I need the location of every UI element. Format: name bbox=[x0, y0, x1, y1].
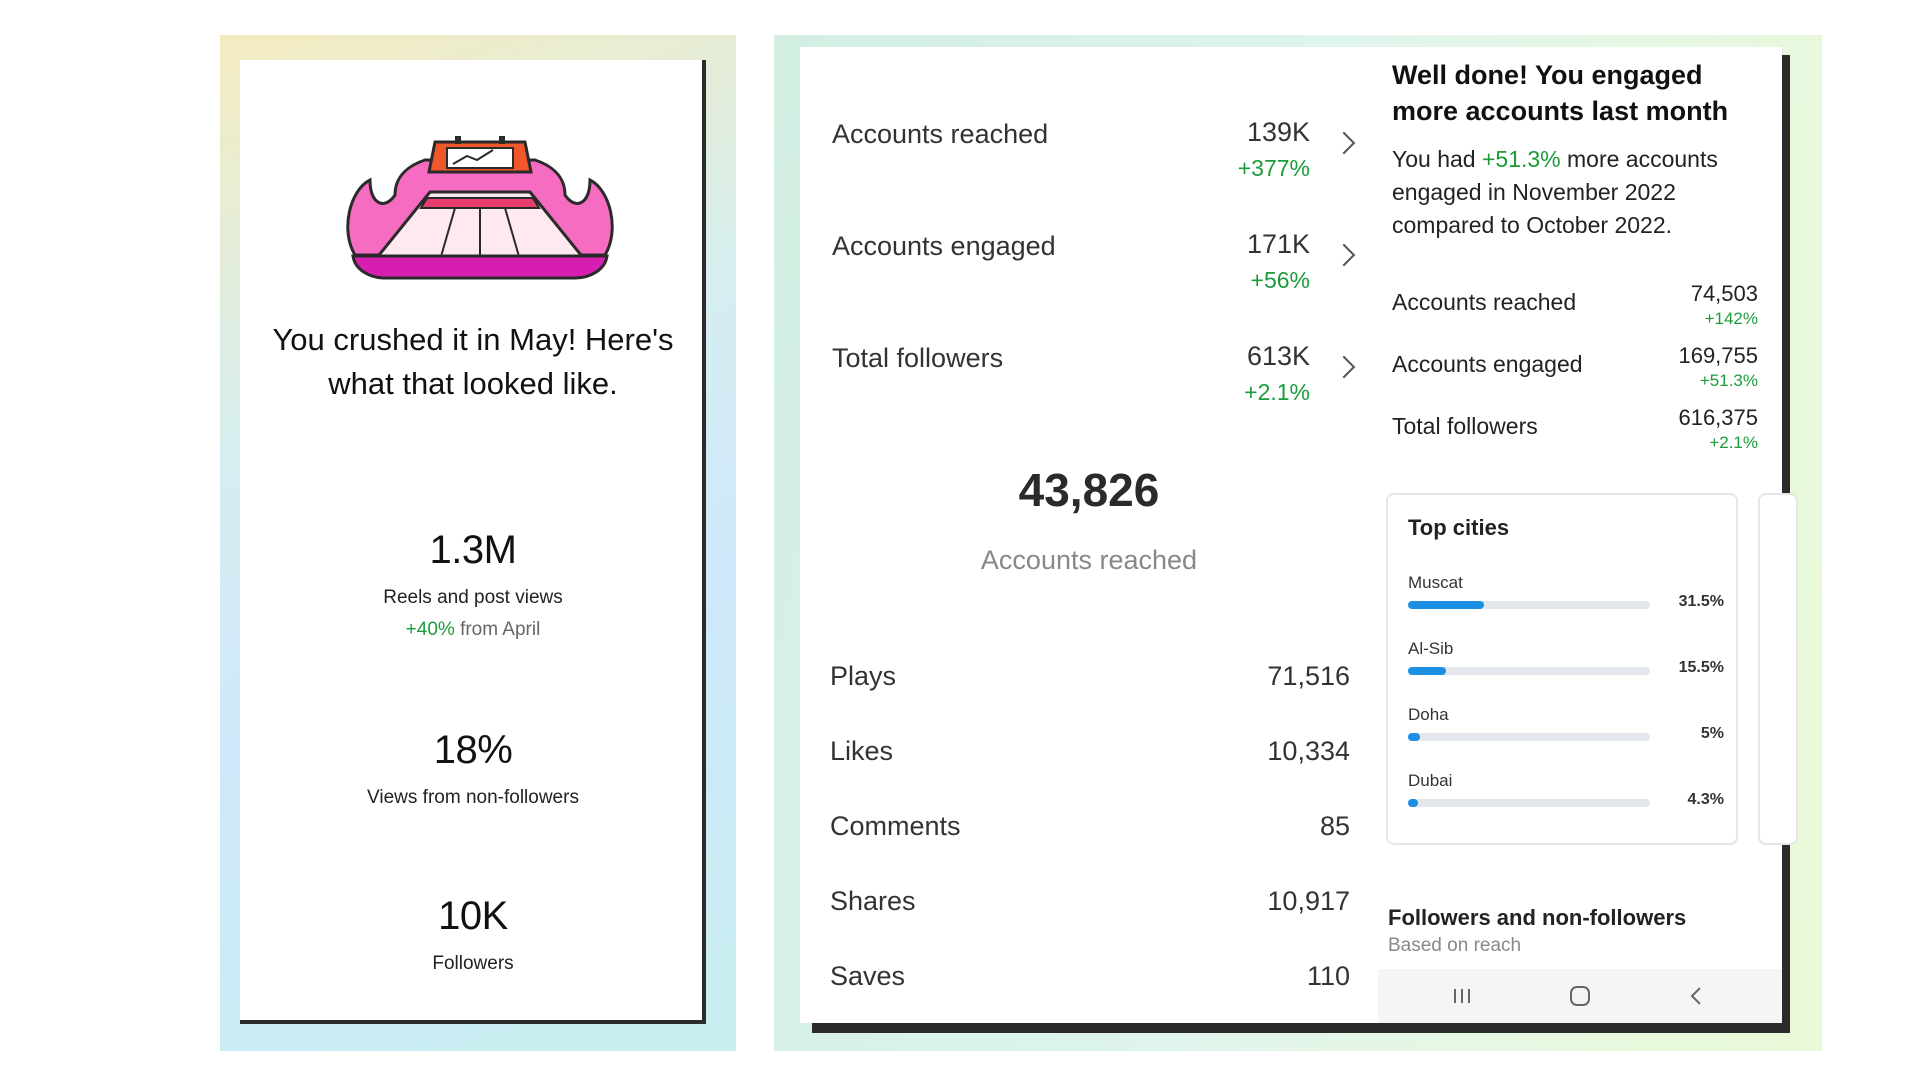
views-change: +40% from April bbox=[240, 619, 706, 641]
summary-row-followers: Total followers 616,375 +2.1% bbox=[1392, 401, 1758, 457]
city-bar-fill bbox=[1408, 733, 1421, 741]
summary-row-label: Accounts engaged bbox=[1392, 351, 1583, 377]
non-followers-label: Views from non-followers bbox=[367, 787, 579, 808]
summary-row-label: Total followers bbox=[1392, 413, 1538, 439]
overview-row-followers[interactable]: Total followers 613K +2.1% bbox=[832, 331, 1356, 421]
overview-row-reached[interactable]: Accounts reached 139K +377% bbox=[832, 107, 1356, 197]
city-pct: 4.3% bbox=[1687, 791, 1724, 808]
city-pct: 5% bbox=[1700, 725, 1724, 742]
followers-value: 10K bbox=[438, 894, 508, 938]
highlight-label: Accounts reached bbox=[980, 545, 1198, 575]
metric-label: Shares bbox=[830, 886, 916, 916]
summary-row-change: +142% bbox=[1704, 309, 1758, 328]
summary-row-value: 616,375 bbox=[1678, 405, 1758, 430]
summary-text: You had +51.3% more accounts engaged in … bbox=[1392, 143, 1772, 242]
recap-title: You crushed it in May! Here's what that … bbox=[272, 322, 674, 401]
views-change-pct: +40% bbox=[405, 619, 455, 640]
metric-value: 10,334 bbox=[1267, 736, 1350, 766]
followers-section-subtitle: Based on reach bbox=[1388, 935, 1522, 956]
followers-section-title: Followers and non-followers bbox=[1388, 905, 1687, 930]
overview-row-change: +377% bbox=[1237, 155, 1310, 181]
metric-label: Plays bbox=[830, 661, 897, 691]
recent-apps-icon[interactable] bbox=[1442, 981, 1482, 1011]
summary-row-label: Accounts reached bbox=[1392, 289, 1577, 315]
summary-row-reached: Accounts reached 74,503 +142% bbox=[1392, 277, 1758, 333]
metric-row-shares: Shares 10,917 bbox=[830, 886, 1350, 926]
city-bar-track bbox=[1408, 667, 1650, 675]
non-followers-stat: 18% Views from non-followers bbox=[240, 728, 706, 809]
views-value: 1.3M bbox=[429, 528, 517, 572]
top-cities-card[interactable]: Top cities Muscat 31.5% Al-Sib 15.5% Doh… bbox=[1386, 493, 1738, 845]
overview-row-engaged[interactable]: Accounts engaged 171K +56% bbox=[832, 219, 1356, 309]
summary-heading: Well done! You engaged more accounts las… bbox=[1392, 60, 1729, 126]
summary-row-change: +2.1% bbox=[1709, 433, 1758, 452]
city-bar-fill bbox=[1408, 667, 1446, 675]
overview-row-label: Accounts reached bbox=[832, 119, 1049, 149]
city-row: Dubai 4.3% bbox=[1408, 771, 1724, 827]
next-card-peek[interactable] bbox=[1758, 493, 1798, 845]
chevron-right-icon bbox=[1332, 243, 1356, 267]
home-icon[interactable] bbox=[1560, 981, 1600, 1011]
city-row: Doha 5% bbox=[1408, 705, 1724, 761]
metric-row-comments: Comments 85 bbox=[830, 811, 1350, 851]
top-cities-title: Top cities bbox=[1408, 515, 1510, 540]
city-bar-track bbox=[1408, 733, 1650, 741]
city-name: Dubai bbox=[1408, 771, 1453, 790]
trophy-illustration-icon bbox=[346, 136, 614, 280]
city-name: Al-Sib bbox=[1408, 639, 1454, 658]
overview-row-label: Total followers bbox=[832, 343, 1004, 373]
android-nav-bar bbox=[1378, 969, 1782, 1023]
metric-label: Saves bbox=[830, 961, 906, 991]
summary-row-engaged: Accounts engaged 169,755 +51.3% bbox=[1392, 339, 1758, 395]
city-bar-track bbox=[1408, 601, 1650, 609]
overview-row-label: Accounts engaged bbox=[832, 231, 1056, 261]
overview-row-value: 171K bbox=[1246, 229, 1310, 259]
city-row: Muscat 31.5% bbox=[1408, 573, 1724, 629]
followers-stat: 10K Followers bbox=[240, 894, 706, 975]
summary-text-prefix: You had bbox=[1392, 146, 1482, 172]
chevron-right-icon bbox=[1332, 355, 1356, 379]
overview-row-change: +56% bbox=[1250, 267, 1310, 293]
metric-label: Comments bbox=[830, 811, 961, 841]
city-bar-fill bbox=[1408, 799, 1419, 807]
views-change-suffix: from April bbox=[454, 619, 541, 640]
city-name: Doha bbox=[1408, 705, 1449, 724]
metric-row-likes: Likes 10,334 bbox=[830, 736, 1350, 776]
insights-overview-panel: Accounts reached 139K +377% Accounts eng… bbox=[800, 47, 1378, 1023]
metric-label: Likes bbox=[830, 736, 894, 766]
summary-row-change: +51.3% bbox=[1699, 371, 1758, 390]
city-pct: 15.5% bbox=[1678, 659, 1724, 676]
metric-row-saves: Saves 110 bbox=[830, 961, 1350, 1001]
city-row: Al-Sib 15.5% bbox=[1408, 639, 1724, 695]
city-bar-fill bbox=[1408, 601, 1485, 609]
city-name: Muscat bbox=[1408, 573, 1463, 592]
chevron-right-icon bbox=[1332, 131, 1356, 155]
non-followers-value: 18% bbox=[433, 728, 513, 772]
metric-row-plays: Plays 71,516 bbox=[830, 661, 1350, 701]
city-pct: 31.5% bbox=[1678, 593, 1724, 610]
city-bar-track bbox=[1408, 799, 1650, 807]
overview-row-change: +2.1% bbox=[1244, 379, 1310, 405]
summary-row-value: 74,503 bbox=[1690, 281, 1758, 306]
views-label: Reels and post views bbox=[383, 587, 563, 608]
metric-value: 71,516 bbox=[1267, 661, 1350, 691]
monthly-recap-card: You crushed it in May! Here's what that … bbox=[240, 60, 706, 1024]
metric-value: 110 bbox=[1306, 961, 1350, 991]
followers-label: Followers bbox=[432, 953, 514, 974]
monthly-summary-panel: Well done! You engaged more accounts las… bbox=[1378, 47, 1798, 1023]
metric-value: 85 bbox=[1319, 811, 1350, 841]
summary-text-suffix: more accounts engaged in November 2022 c… bbox=[1392, 146, 1718, 238]
metric-value: 10,917 bbox=[1267, 886, 1350, 916]
highlight-value: 43,826 bbox=[1018, 464, 1160, 516]
overview-row-value: 613K bbox=[1246, 341, 1310, 371]
views-stat: 1.3M Reels and post views +40% from Apri… bbox=[240, 528, 706, 641]
summary-text-pct: +51.3% bbox=[1481, 146, 1561, 172]
back-icon[interactable] bbox=[1676, 981, 1716, 1011]
overview-row-value: 139K bbox=[1246, 117, 1310, 147]
summary-row-value: 169,755 bbox=[1678, 343, 1758, 368]
